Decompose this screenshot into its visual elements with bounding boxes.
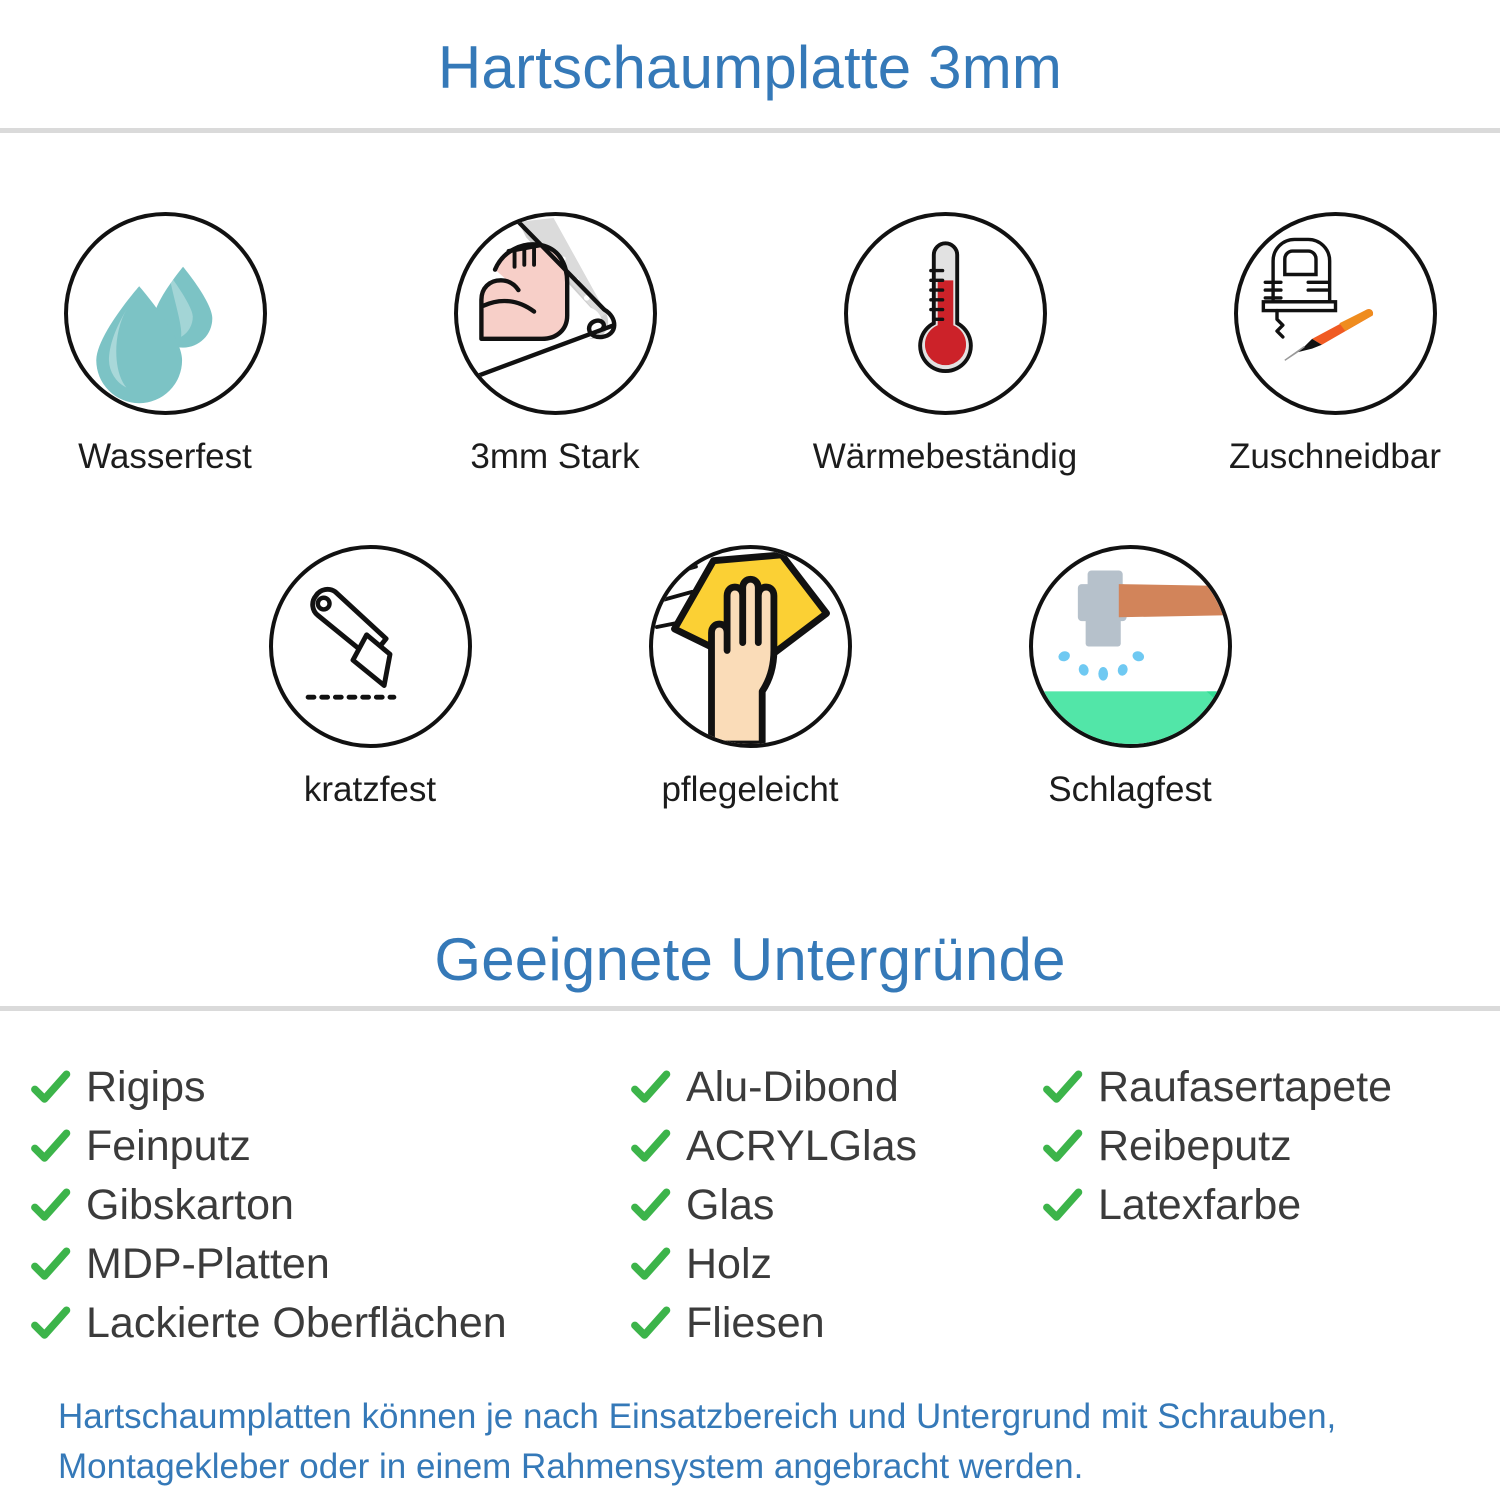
feature-zuschneidbar: Zuschneidbar — [1199, 212, 1471, 477]
check-icon — [28, 1125, 72, 1169]
list-item-label: Fliesen — [686, 1299, 825, 1347]
check-icon — [1040, 1125, 1084, 1169]
list-item-label: MDP-Platten — [86, 1240, 330, 1288]
list-item: Raufasertapete — [1040, 1058, 1490, 1117]
feature-label: Wasserfest — [78, 437, 252, 476]
divider-middle — [0, 1006, 1500, 1011]
feature-label: Zuschneidbar — [1228, 437, 1442, 476]
check-icon — [628, 1302, 672, 1346]
list-item-label: Lackierte Oberflächen — [86, 1299, 507, 1347]
list-item-label: Latexfarbe — [1098, 1181, 1302, 1229]
list-item: Alu-Dibond — [628, 1058, 1040, 1117]
list-item: ACRYLGlas — [628, 1117, 1040, 1176]
check-icon — [628, 1066, 672, 1110]
feature-label: pflegeleicht — [661, 770, 839, 809]
list-item: Gibskarton — [28, 1176, 628, 1235]
list-item: Latexfarbe — [1040, 1176, 1490, 1235]
checklist-column-3: Raufasertapete Reibeputz Latexfarbe — [1040, 1058, 1490, 1353]
list-item-label: Glas — [686, 1181, 775, 1229]
page-title: Hartschaumplatte 3mm — [437, 34, 1063, 101]
feature-kratzfest: kratzfest — [234, 545, 506, 810]
thermometer-icon — [843, 212, 1047, 415]
flexing-arm-icon — [453, 212, 657, 415]
substrate-checklist: Rigips Feinputz Gibskarton MDP-Platten L… — [0, 1058, 1500, 1353]
list-item: Fliesen — [628, 1294, 1040, 1353]
list-item: MDP-Platten — [28, 1235, 628, 1294]
substrates-title: Geeignete Untergründe — [434, 926, 1066, 993]
check-icon — [28, 1184, 72, 1228]
feature-schlagfest: Schlagfest — [994, 545, 1266, 810]
footer-note: Hartschaumplatten können je nach Einsatz… — [58, 1397, 1337, 1486]
list-item: Feinputz — [28, 1117, 628, 1176]
feature-label: Schlagfest — [1048, 770, 1212, 809]
hand-cloth-icon — [648, 545, 852, 748]
check-icon — [628, 1243, 672, 1287]
list-item-label: Rigips — [86, 1063, 206, 1111]
feature-row-primary: Wasserfest — [0, 212, 1500, 477]
checklist-column-2: Alu-Dibond ACRYLGlas Glas Holz Fliesen — [628, 1058, 1040, 1353]
check-icon — [1040, 1066, 1084, 1110]
feature-label: kratzfest — [303, 770, 437, 809]
list-item: Holz — [628, 1235, 1040, 1294]
checklist-column-1: Rigips Feinputz Gibskarton MDP-Platten L… — [28, 1058, 628, 1353]
feature-label: Wärmebeständig — [812, 437, 1078, 476]
list-item-label: Holz — [686, 1240, 773, 1288]
check-icon — [28, 1302, 72, 1346]
feature-pflegeleicht: pflegeleicht — [614, 545, 886, 810]
cutter-knife-icon — [268, 545, 472, 748]
list-item-label: Raufasertapete — [1098, 1063, 1393, 1111]
jigsaw-cutter-icon — [1233, 212, 1437, 415]
feature-label: 3mm Stark — [470, 437, 640, 476]
list-item-label: Alu-Dibond — [686, 1063, 899, 1111]
feature-row-secondary: kratzfest pflegeleicht — [0, 545, 1500, 810]
water-drops-icon — [63, 212, 267, 415]
divider-top — [0, 128, 1500, 133]
list-item-label: Gibskarton — [86, 1181, 294, 1229]
feature-waermebestaendig: Wärmebeständig — [809, 212, 1081, 477]
check-icon — [628, 1125, 672, 1169]
check-icon — [628, 1184, 672, 1228]
list-item: Rigips — [28, 1058, 628, 1117]
list-item: Reibeputz — [1040, 1117, 1490, 1176]
list-item-label: Feinputz — [86, 1122, 251, 1170]
check-icon — [1040, 1184, 1084, 1228]
list-item: Glas — [628, 1176, 1040, 1235]
list-item-label: ACRYLGlas — [686, 1122, 918, 1170]
feature-3mm-stark: 3mm Stark — [419, 212, 691, 477]
list-item-label: Reibeputz — [1098, 1122, 1292, 1170]
list-item: Lackierte Oberflächen — [28, 1294, 628, 1353]
hammer-impact-icon — [1028, 545, 1232, 748]
check-icon — [28, 1066, 72, 1110]
feature-wasserfest: Wasserfest — [29, 212, 301, 477]
check-icon — [28, 1243, 72, 1287]
